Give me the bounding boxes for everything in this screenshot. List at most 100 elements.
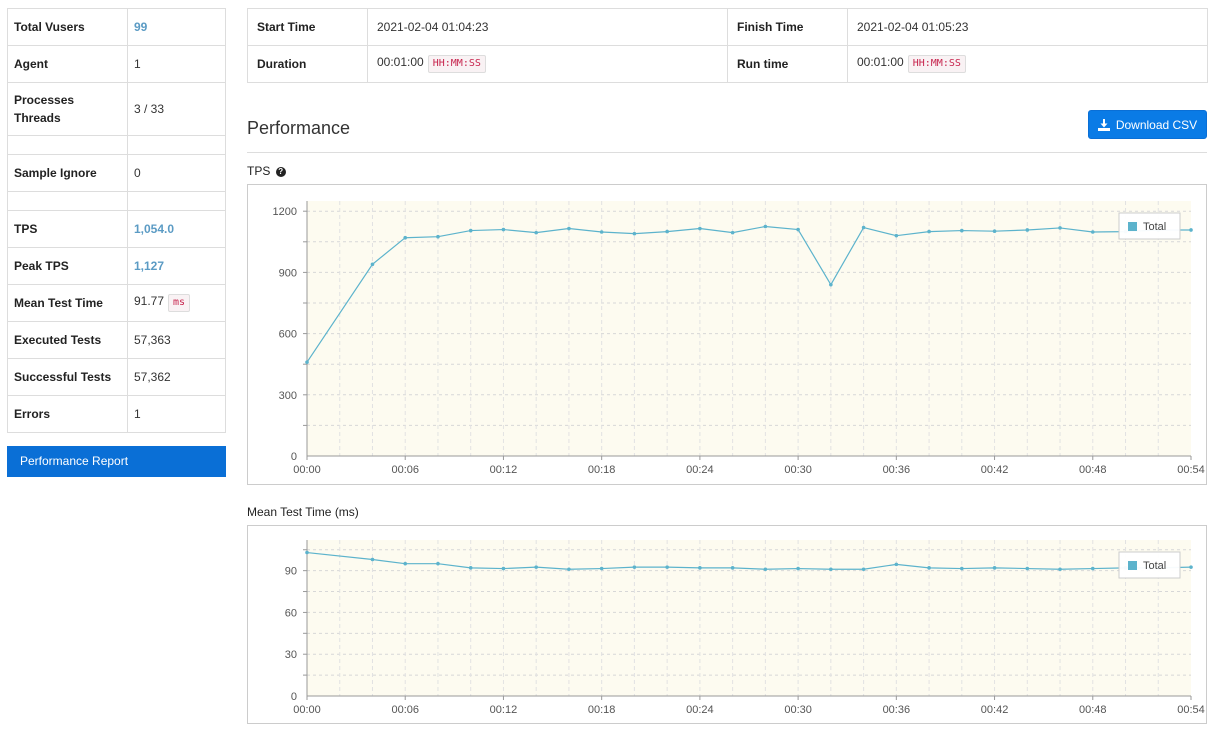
data-point [370, 262, 375, 267]
x-tick-label: 00:30 [784, 704, 812, 716]
executed-tests-value: 57,363 [127, 321, 226, 359]
summary-table: Total Vusers 99 Agent 1 Processes Thread… [7, 8, 226, 433]
download-csv-button[interactable]: Download CSV [1088, 110, 1207, 139]
data-point [1189, 228, 1193, 232]
data-point [632, 231, 637, 236]
data-point [567, 226, 571, 231]
x-tick-label: 00:54 [1177, 464, 1205, 476]
processes-threads-label: Processes Threads [7, 82, 128, 136]
data-point [763, 224, 768, 229]
x-tick-label: 00:36 [883, 464, 911, 476]
total-vusers-value: 99 [127, 8, 226, 46]
tps-chart-title: TPS ? [247, 164, 286, 178]
data-point [861, 225, 866, 230]
data-point [305, 360, 309, 364]
row-executed-tests: Executed Tests 57,363 [7, 321, 226, 359]
data-point [927, 566, 931, 570]
tps-value: 1,054.0 [127, 210, 226, 248]
duration-value: 00:01:00 [377, 55, 424, 69]
unit-badge: HH:MM:SS [427, 55, 486, 73]
x-tick-label: 00:06 [391, 464, 419, 476]
data-point [894, 233, 899, 238]
time-table: Start Time 2021-02-04 01:04:23 Finish Ti… [247, 8, 1208, 83]
download-icon [1097, 118, 1110, 131]
sample-ignore-value: 0 [127, 154, 226, 192]
legend-swatch [1128, 222, 1137, 231]
data-point [960, 228, 964, 233]
data-point [403, 561, 408, 566]
x-tick-label: 00:42 [981, 464, 1009, 476]
x-tick-label: 00:18 [588, 704, 616, 716]
legend-label: Total [1143, 560, 1166, 572]
mean-test-time-label: Mean Test Time [7, 284, 128, 322]
data-point [763, 567, 768, 572]
data-point [796, 227, 800, 232]
data-point [403, 235, 408, 240]
mean-test-time-value: 91.77 [134, 294, 165, 308]
x-tick-label: 00:06 [391, 704, 419, 716]
runtime-value: 00:01:00 [857, 55, 904, 69]
mtt-chart: 0 30 60 90 00:00 00:06 00:12 00:18 00:24 00:30 00:… [247, 525, 1207, 724]
data-point [960, 566, 964, 571]
start-time-label: Start Time [247, 8, 368, 46]
x-tick-label: 00:24 [686, 704, 714, 716]
peak-tps-label: Peak TPS [7, 247, 128, 285]
row-start-finish: Start Time 2021-02-04 01:04:23 Finish Ti… [247, 8, 1208, 46]
data-point [436, 561, 440, 566]
processes-label: Processes [14, 93, 75, 107]
spacer-row [7, 191, 226, 211]
data-point [698, 226, 702, 231]
y-tick-label: 900 [279, 267, 297, 279]
row-agent: Agent 1 [7, 45, 226, 83]
threads-label: Threads [14, 111, 61, 125]
x-tick-label: 00:30 [784, 464, 812, 476]
data-point [599, 230, 604, 234]
agent-value: 1 [127, 45, 226, 83]
y-tick-label: 0 [291, 451, 297, 463]
x-tick-label: 00:48 [1079, 704, 1107, 716]
data-point [698, 566, 702, 570]
data-point [992, 229, 997, 233]
x-tick-label: 00:00 [293, 704, 321, 716]
peak-tps-value: 1,127 [127, 247, 226, 285]
data-point [829, 567, 833, 572]
data-point [305, 550, 309, 555]
row-mean-test-time: Mean Test Time 91.77 ms [7, 284, 226, 322]
y-tick-label: 600 [279, 329, 297, 341]
tps-chart-title-text: TPS [247, 164, 271, 178]
total-vusers-label: Total Vusers [7, 8, 128, 46]
performance-report-button[interactable]: Performance Report [7, 446, 226, 477]
data-point [796, 566, 800, 571]
data-point [370, 557, 375, 562]
errors-value: 1 [127, 395, 226, 433]
x-tick-label: 00:48 [1079, 464, 1107, 476]
x-tick-label: 00:12 [490, 704, 518, 716]
x-tick-label: 00:12 [490, 464, 518, 476]
data-point [1058, 226, 1062, 230]
finish-time-label: Finish Time [727, 8, 848, 46]
data-point [1189, 565, 1193, 569]
errors-label: Errors [7, 395, 128, 433]
finish-time-value: 2021-02-04 01:05:23 [847, 8, 1208, 46]
help-icon[interactable]: ? [275, 167, 286, 177]
data-point [1090, 230, 1095, 234]
y-tick-label: 90 [285, 566, 297, 578]
row-peak-tps: Peak TPS 1,127 [7, 247, 226, 285]
y-tick-label: 300 [279, 390, 297, 402]
plot-area [307, 201, 1191, 456]
x-tick-label: 00:36 [883, 704, 911, 716]
row-tps: TPS 1,054.0 [7, 210, 226, 248]
duration-cell: 00:01:00 HH:MM:SS [367, 45, 728, 83]
data-point [861, 567, 866, 572]
data-point [730, 566, 735, 570]
row-processes-threads: Processes Threads 3 / 33 [7, 82, 226, 136]
performance-heading: Performance [247, 118, 351, 138]
sample-ignore-label: Sample Ignore [7, 154, 128, 192]
y-tick-label: 0 [291, 691, 297, 703]
data-point [534, 565, 538, 569]
row-successful-tests: Successful Tests 57,362 [7, 358, 226, 396]
agent-label: Agent [7, 45, 128, 83]
data-point [599, 566, 604, 571]
data-point [894, 562, 899, 567]
duration-label: Duration [247, 45, 368, 83]
